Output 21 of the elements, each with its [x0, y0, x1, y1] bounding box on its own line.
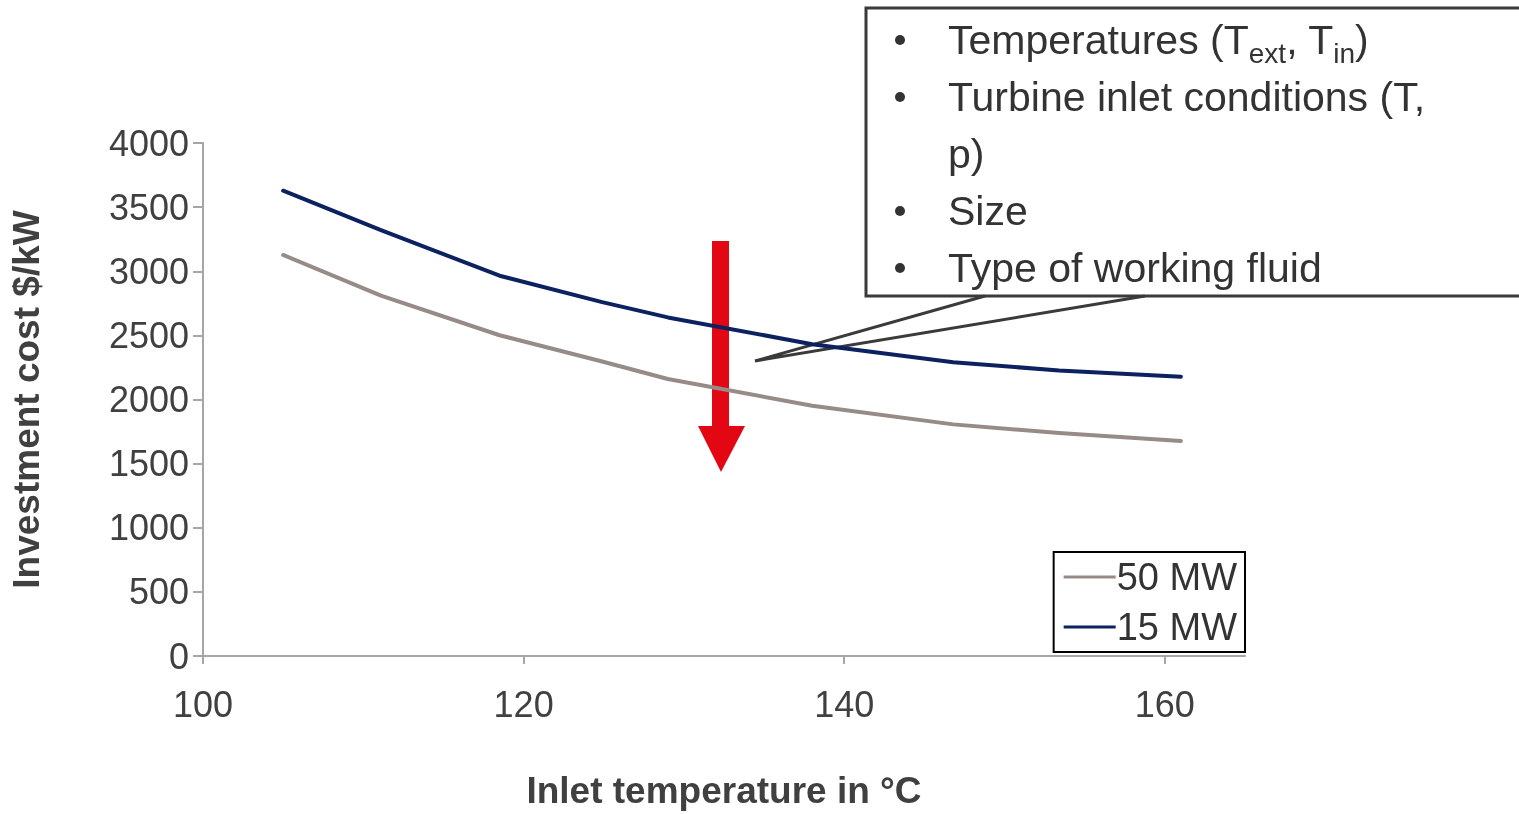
text: Temperatures (T$_{ext}$, T$_{in}$) — [948, 16, 1370, 70]
x-axis-title: Inlet temperature in °C — [526, 770, 922, 811]
annotation: Size — [948, 187, 1029, 236]
y-tick-label: 3000 — [108, 250, 189, 292]
y-tick-label: 4000 — [108, 122, 189, 164]
y-tick-label: 0 — [168, 635, 189, 677]
y-tick-label: 500 — [128, 571, 189, 613]
legend-label: 15 MW — [1116, 606, 1238, 648]
y-tick-label: 2000 — [108, 379, 189, 420]
annotation: Type of working fluid — [948, 244, 1323, 293]
y-axis-title: Investment cost $/kW — [6, 210, 47, 589]
y-tick-label: 1500 — [108, 443, 189, 485]
x-tick-label: 100 — [172, 683, 234, 725]
x-tick-label: 140 — [814, 683, 875, 725]
annotation: Turbine inlet conditions (T, p) — [948, 73, 1427, 179]
x-tick-label: 120 — [493, 683, 554, 725]
y-tick-label: 1000 — [108, 507, 189, 549]
y-tick-label: 3500 — [108, 186, 189, 228]
x-tick-label: 160 — [1134, 683, 1195, 725]
legend-label: 50 MW — [1116, 556, 1238, 598]
y-tick-label: 2500 — [108, 314, 189, 356]
